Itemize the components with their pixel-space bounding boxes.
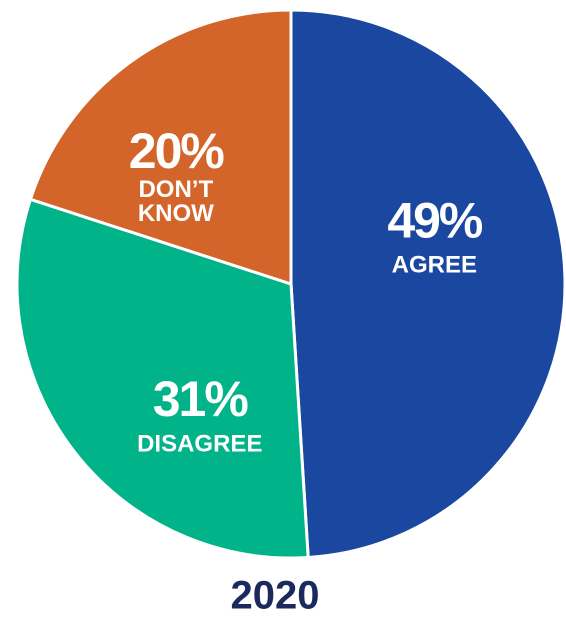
pie-slice [15,197,310,560]
pie [15,8,566,560]
pie-slice [289,8,566,560]
slice-label: DISAGREE [137,430,262,457]
pie-slice [28,8,293,287]
value-label: 49% [387,192,483,248]
slice-label: DON’T KNOW [138,176,214,227]
year-caption: 2020 [231,574,320,618]
value-label: 20% [129,123,225,179]
value-label: 31% [153,371,249,427]
slice-label: AGREE [392,252,477,279]
